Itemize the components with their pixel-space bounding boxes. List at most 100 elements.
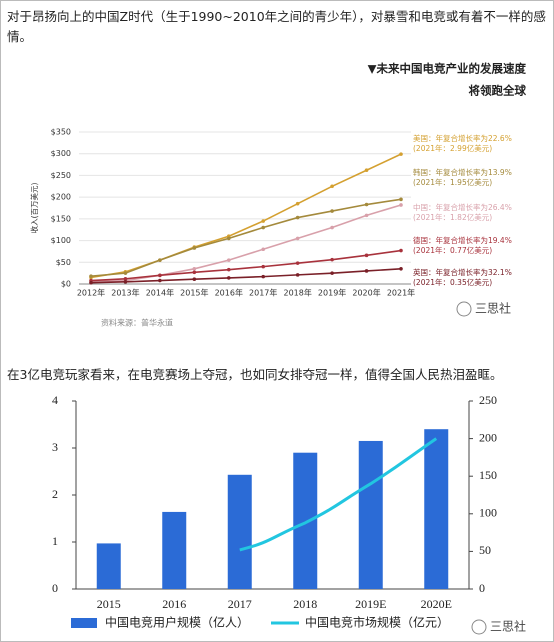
point xyxy=(89,274,93,278)
point xyxy=(192,270,197,275)
point xyxy=(364,168,369,173)
point xyxy=(399,152,403,156)
point xyxy=(330,271,334,275)
x-tick-label: 2018年 xyxy=(283,288,311,298)
y-axis-label: 收入(百万美元) xyxy=(29,183,39,234)
bar xyxy=(358,440,383,589)
y2-tick-label: 50 xyxy=(479,543,491,557)
bar xyxy=(227,474,252,589)
chart-title: ▼未来中国电竞产业的发展速度 xyxy=(368,62,527,76)
source: 资料来源：普华永道 xyxy=(101,318,173,328)
series-line xyxy=(90,268,402,284)
point xyxy=(261,225,266,230)
y-tick-label: $300 xyxy=(51,149,71,158)
x-tick-label: 2015 xyxy=(97,597,121,611)
point xyxy=(295,273,300,277)
legend-note: (2021年：0.35亿美元) xyxy=(413,277,492,287)
series-line xyxy=(90,249,402,282)
y-tick-label: 0 xyxy=(52,581,58,595)
legend-note: (2021年：0.77亿美元) xyxy=(413,245,492,255)
point xyxy=(226,236,231,241)
point xyxy=(89,280,93,285)
point xyxy=(399,203,403,207)
point xyxy=(399,267,403,271)
point xyxy=(261,274,266,279)
x-tick-label: 2020年 xyxy=(352,288,380,298)
y-tick-label: $0 xyxy=(61,280,71,289)
point xyxy=(295,261,300,265)
bar xyxy=(424,429,449,589)
point xyxy=(330,257,334,262)
watermark: 三思社 xyxy=(490,619,526,634)
y-tick-label: $150 xyxy=(51,214,71,223)
y2-tick-label: 250 xyxy=(479,393,497,407)
legend-note: (2021年：2.99亿美元) xyxy=(413,143,492,153)
series-line xyxy=(90,153,402,279)
legend-label: 中国电竞用户规模（亿人） xyxy=(105,615,249,630)
y-tick-label: 4 xyxy=(52,393,58,407)
x-tick-label: 2014年 xyxy=(146,288,174,298)
point xyxy=(399,197,403,202)
y2-tick-label: 150 xyxy=(479,468,497,482)
y-tick-label: 1 xyxy=(52,534,58,548)
bar xyxy=(96,543,121,589)
x-tick-label: 2020E xyxy=(421,597,452,611)
x-tick-label: 2019年 xyxy=(318,288,346,298)
point xyxy=(330,225,334,230)
x-tick-label: 2015年 xyxy=(180,288,208,298)
point xyxy=(158,278,162,283)
point xyxy=(123,276,128,281)
x-tick-label: 2018 xyxy=(293,597,317,611)
point xyxy=(399,248,403,253)
x-tick-label: 2016 xyxy=(162,597,186,611)
bar xyxy=(293,452,318,589)
y2-tick-label: 100 xyxy=(479,506,497,520)
y-tick-label: 2 xyxy=(52,487,58,501)
point xyxy=(330,184,334,189)
point xyxy=(295,215,300,220)
y-tick-label: $50 xyxy=(56,258,71,267)
point xyxy=(364,202,369,207)
legend-label: 英国：年复合增长率为32.1% xyxy=(413,267,512,277)
watermark: 三思社 xyxy=(475,301,511,316)
point xyxy=(261,219,266,223)
x-tick-label: 2017年 xyxy=(249,288,277,298)
watermark-icon xyxy=(456,301,472,317)
point xyxy=(226,267,231,272)
legend-note: (2021年：1.82亿美元) xyxy=(413,212,492,222)
x-tick-label: 2021年 xyxy=(387,288,415,298)
point xyxy=(226,258,231,262)
point xyxy=(192,267,197,271)
point xyxy=(261,247,266,252)
y-tick-label: $200 xyxy=(51,193,71,202)
watermark-icon xyxy=(471,619,487,635)
point xyxy=(261,264,266,269)
point xyxy=(158,258,162,262)
y-tick-label: $250 xyxy=(51,171,71,180)
point xyxy=(226,276,231,280)
series-line xyxy=(90,198,402,277)
x-tick-label: 2013年 xyxy=(111,288,139,298)
point xyxy=(192,277,197,282)
point xyxy=(123,280,128,284)
point xyxy=(192,246,197,250)
y-tick-label: $100 xyxy=(51,236,71,245)
point xyxy=(158,273,162,278)
legend-label: 中国电竞市场规模（亿元） xyxy=(305,615,449,630)
y-tick-label: $350 xyxy=(51,128,71,137)
point xyxy=(295,201,300,206)
legend-swatch xyxy=(71,618,97,628)
chart-subtitle: 将领跑全球 xyxy=(469,84,527,98)
point xyxy=(364,269,369,273)
y2-tick-label: 0 xyxy=(479,581,485,595)
y-tick-label: 3 xyxy=(52,440,58,454)
y2-tick-label: 200 xyxy=(479,430,497,444)
x-tick-label: 2019E xyxy=(355,597,386,611)
series-line xyxy=(239,437,438,552)
paragraph: 在3亿电竞玩家看来，在电竞赛场上夺冠，也如同女排夺冠一样，值得全国人民热泪盈眶。 xyxy=(7,367,503,382)
point xyxy=(295,236,300,241)
point xyxy=(330,209,334,213)
point xyxy=(364,213,369,218)
